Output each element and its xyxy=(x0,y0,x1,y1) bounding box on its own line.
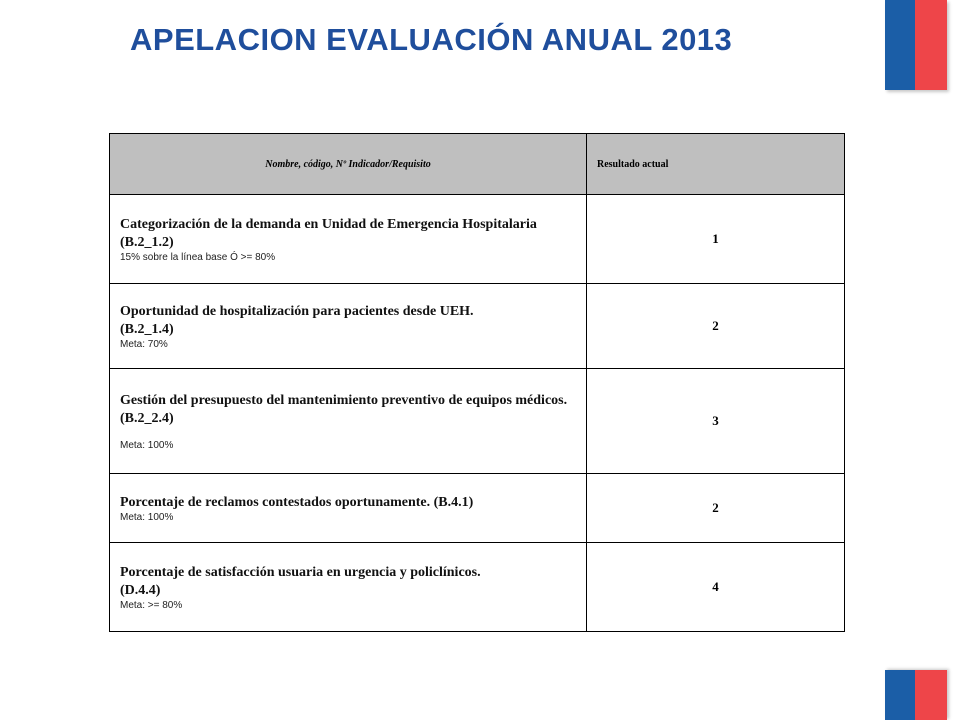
cell-spacer xyxy=(120,428,576,440)
indicators-table: Nombre, código, Nº Indicador/Requisito R… xyxy=(109,133,845,632)
indicator-code: (B.2_1.2) xyxy=(120,235,174,250)
indicator-name: Gestión del presupuesto del mantenimient… xyxy=(120,393,568,408)
indicator-name: Categorización de la demanda en Unidad d… xyxy=(120,217,537,232)
indicator-meta: 15% sobre la línea base Ó >= 80% xyxy=(120,251,276,263)
table-row: Porcentaje de satisfacción usuaria en ur… xyxy=(109,542,845,632)
flag-red-stripe xyxy=(915,0,947,90)
slide-title: APELACION EVALUACIÓN ANUAL 2013 xyxy=(130,22,733,57)
indicator-name: Oportunidad de hospitalización para paci… xyxy=(120,304,474,319)
table-header-row: Nombre, código, Nº Indicador/Requisito R… xyxy=(109,133,845,195)
indicator-code: (B.2_1.4) xyxy=(120,322,174,337)
result-cell: 1 xyxy=(586,194,845,284)
table-row: Categorización de la demanda en Unidad d… xyxy=(109,194,845,284)
indicator-meta: Meta: 70% xyxy=(120,338,168,350)
indicator-meta: Meta: 100% xyxy=(120,511,174,523)
result-cell: 2 xyxy=(586,473,845,543)
result-cell: 2 xyxy=(586,283,845,369)
flag-blue-stripe xyxy=(885,0,915,90)
header-result: Resultado actual xyxy=(586,133,845,195)
indicator-meta: Meta: >= 80% xyxy=(120,599,183,611)
flag-red-stripe xyxy=(915,670,947,720)
indicator-cell: Oportunidad de hospitalización para paci… xyxy=(109,283,587,369)
indicator-name: Porcentaje de reclamos contestados oport… xyxy=(120,494,474,510)
indicator-cell: Gestión del presupuesto del mantenimient… xyxy=(109,368,587,474)
table-row: Oportunidad de hospitalización para paci… xyxy=(109,283,845,369)
indicator-code: (D.4.4) xyxy=(120,583,161,598)
indicator-meta: Meta: 100% xyxy=(120,439,174,451)
header-indicator: Nombre, código, Nº Indicador/Requisito xyxy=(109,133,587,195)
result-cell: 4 xyxy=(586,542,845,632)
table-row: Porcentaje de reclamos contestados oport… xyxy=(109,473,845,543)
indicator-code: (B.2_2.4) xyxy=(120,411,174,426)
table-row: Gestión del presupuesto del mantenimient… xyxy=(109,368,845,474)
flag-logo-bottom xyxy=(885,670,947,720)
indicator-cell: Porcentaje de satisfacción usuaria en ur… xyxy=(109,542,587,632)
flag-blue-stripe xyxy=(885,670,915,720)
indicator-cell: Categorización de la demanda en Unidad d… xyxy=(109,194,587,284)
indicator-cell: Porcentaje de reclamos contestados oport… xyxy=(109,473,587,543)
flag-logo-top xyxy=(885,0,947,90)
result-cell: 3 xyxy=(586,368,845,474)
indicator-name: Porcentaje de satisfacción usuaria en ur… xyxy=(120,565,481,580)
